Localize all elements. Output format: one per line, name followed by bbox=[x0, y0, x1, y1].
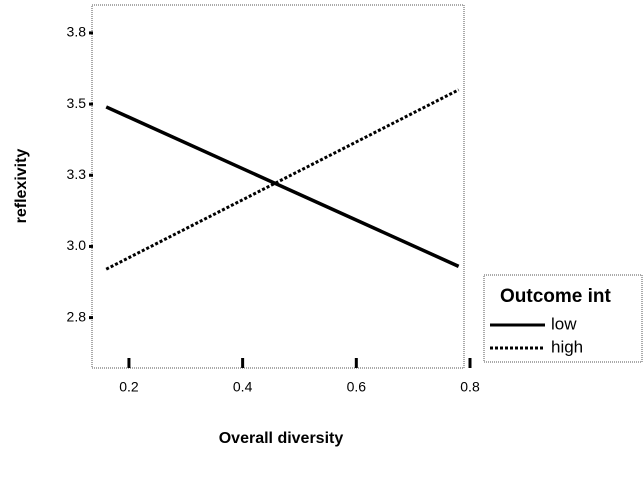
y-tick-label: 3.5 bbox=[67, 95, 87, 111]
legend-title: Outcome int bbox=[500, 286, 612, 307]
x-tick-label: 0.2 bbox=[119, 379, 139, 395]
x-tick-label: 0.6 bbox=[347, 379, 367, 395]
line bbox=[105, 105, 460, 268]
legend-label: high bbox=[551, 337, 583, 356]
legend-label: low bbox=[551, 314, 577, 333]
x-tick-label: 0.4 bbox=[233, 379, 253, 395]
y-tick-label: 3.3 bbox=[67, 166, 87, 182]
line bbox=[105, 88, 460, 271]
y-tick-label: 2.8 bbox=[67, 308, 87, 324]
x-axis-label: Overall diversity bbox=[219, 430, 344, 447]
y-axis-label: reflexivity bbox=[13, 149, 30, 224]
x-tick-label: 0.8 bbox=[460, 379, 480, 395]
y-tick-label: 3.0 bbox=[67, 237, 87, 253]
plot-frame bbox=[91, 4, 465, 369]
y-tick-label: 3.8 bbox=[67, 24, 87, 40]
